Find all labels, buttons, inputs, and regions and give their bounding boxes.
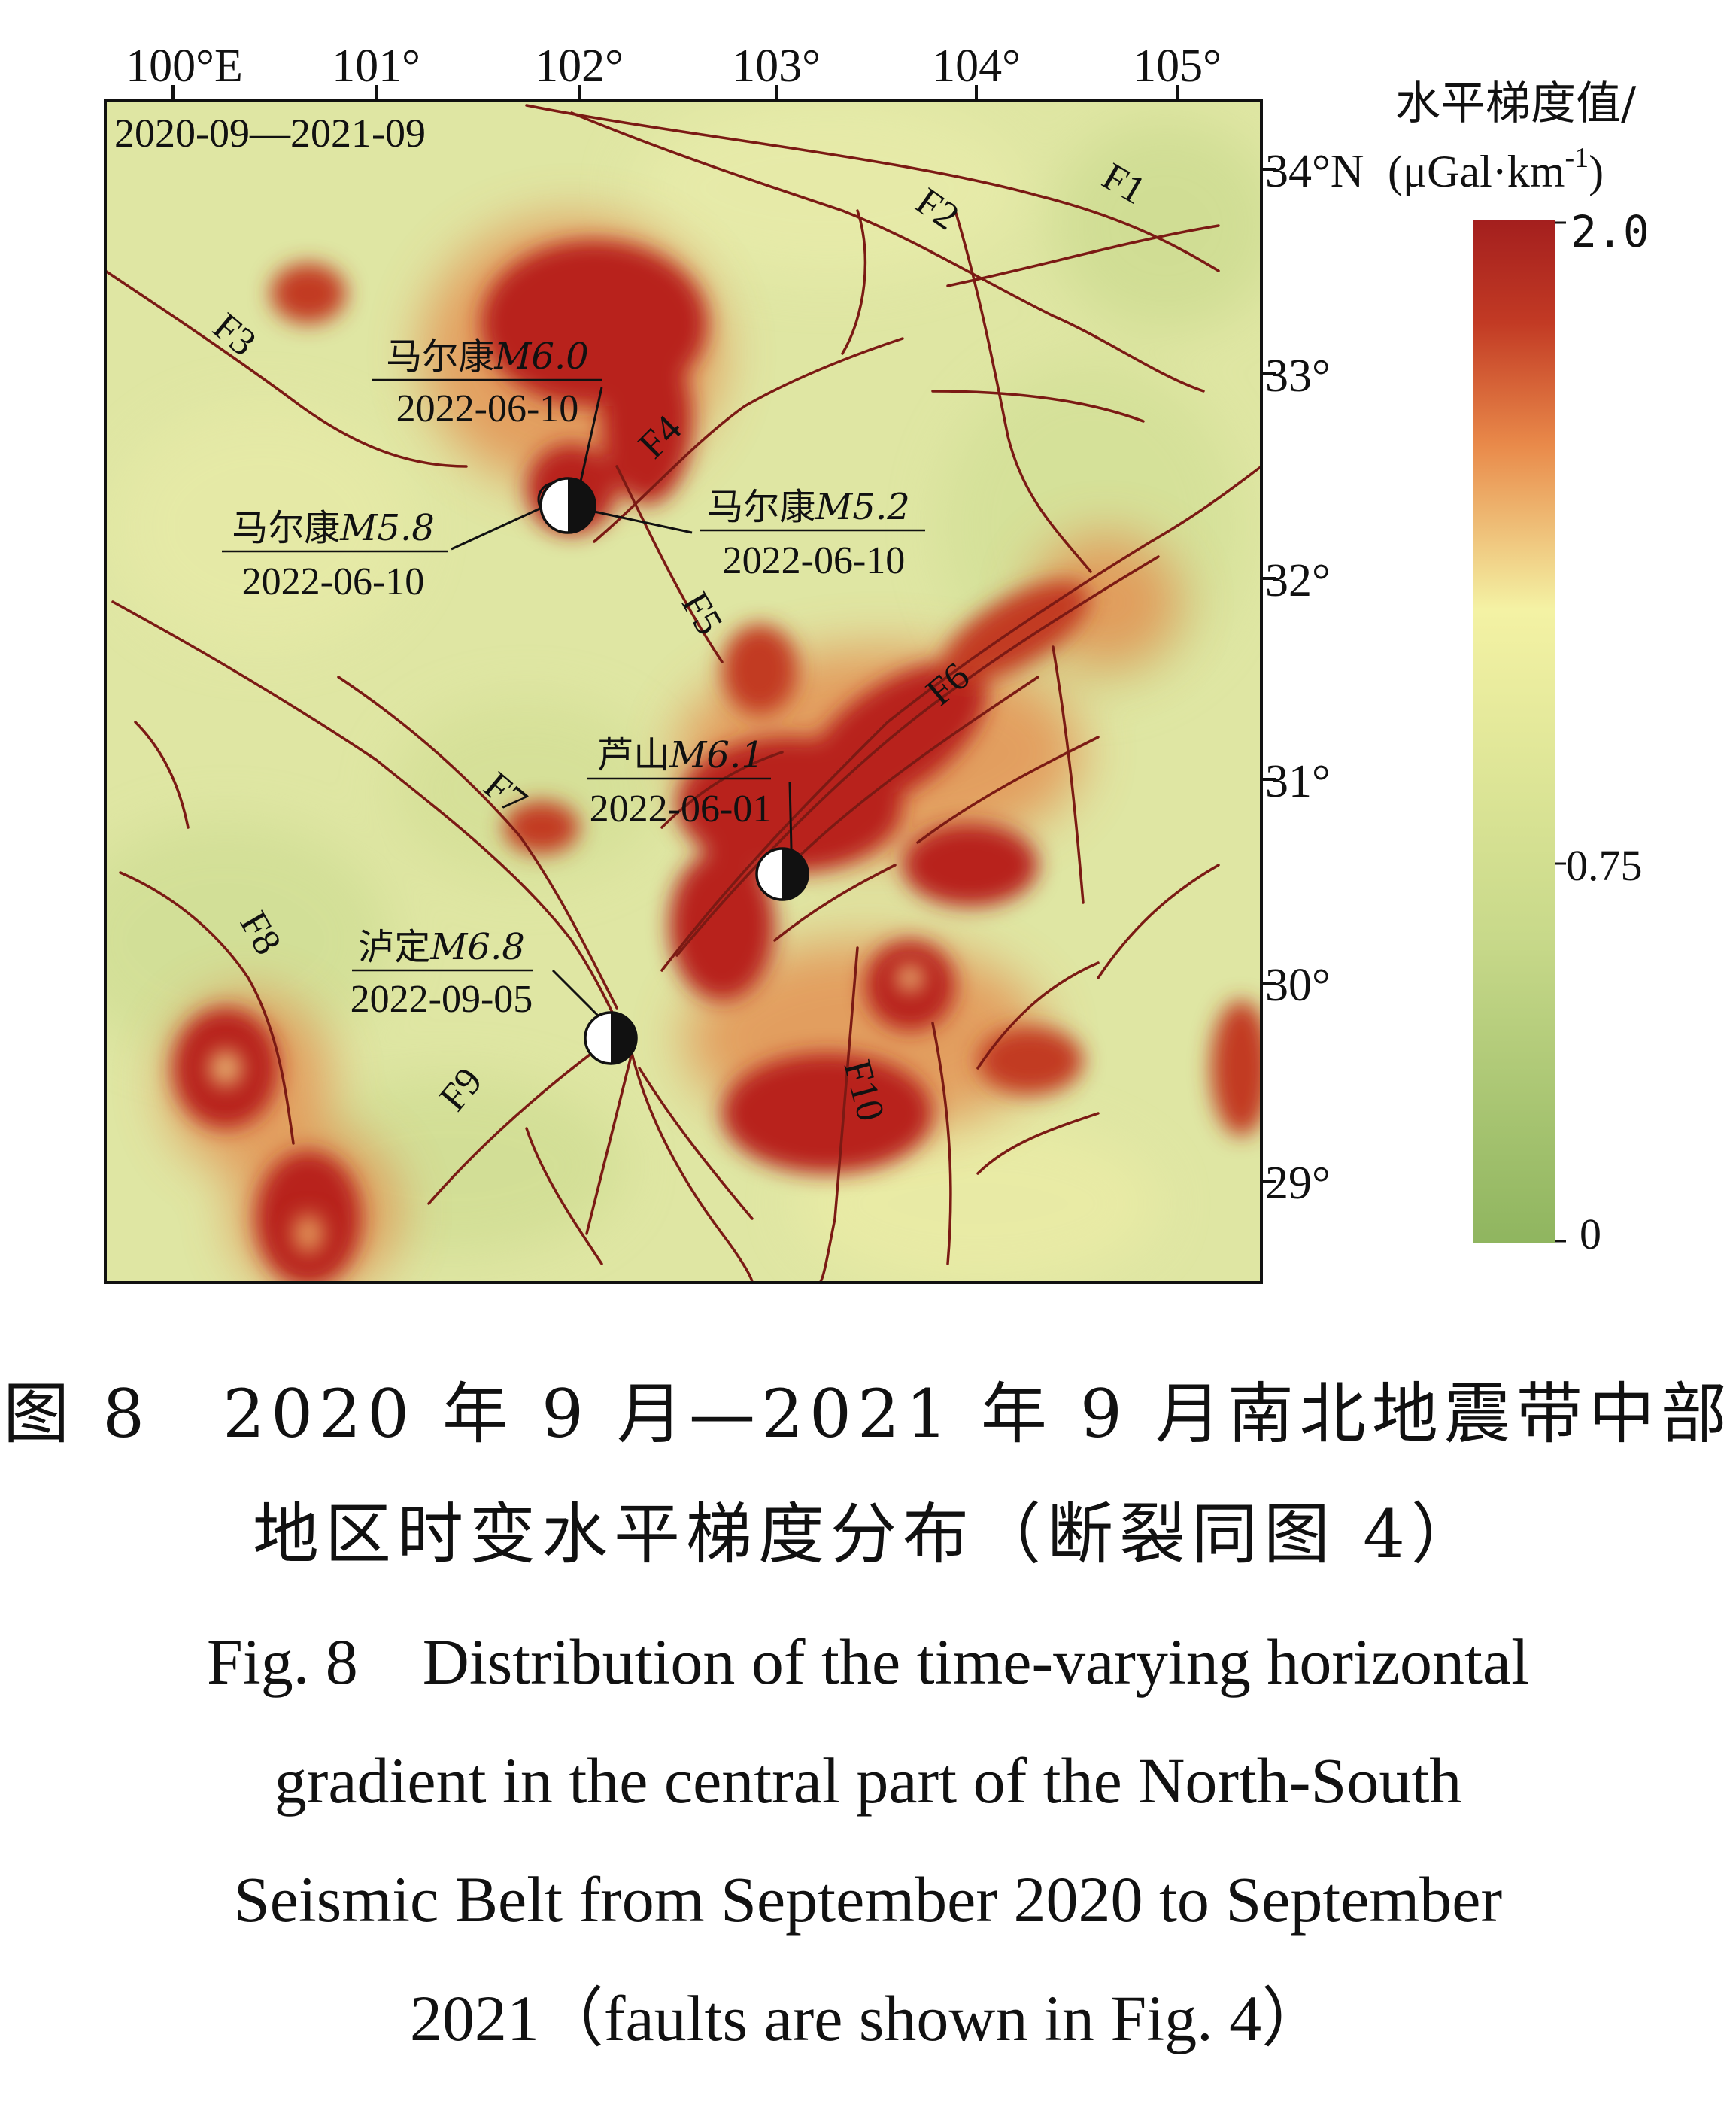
lat-label: 32° xyxy=(1265,555,1331,606)
eq-label-m60: 马尔康M6.0 xyxy=(386,335,589,378)
fault-F6b xyxy=(675,555,1160,957)
earthquake-luding xyxy=(584,1011,638,1065)
lat-label: 30° xyxy=(1265,960,1331,1011)
lon-label: 102° xyxy=(535,41,624,92)
caption-zh-line: 地区时变水平梯度分布（断裂同图 4） xyxy=(253,1495,1483,1573)
lon-labels: 100°E 101° 102° 103° 104° 105° xyxy=(126,41,1222,92)
lat-label: 29° xyxy=(1265,1158,1331,1209)
colorbar-max-label: 2.0 xyxy=(1571,206,1650,257)
fault-F2 xyxy=(570,111,1205,393)
earthquake-marmkang-cluster xyxy=(537,477,596,534)
fault-F9 xyxy=(427,1044,603,1205)
colorbar-min-label: 0 xyxy=(1580,1210,1601,1258)
eq-date-m52: 2022-06-10 xyxy=(723,539,906,582)
caption-en-line: 2021（faults are shown in Fig. 4） xyxy=(409,1982,1327,2054)
anomaly-cores xyxy=(173,241,1261,1283)
gradient-map-figure: 100°E 101° 102° 103° 104° 105° 34°N 33° … xyxy=(104,41,1650,1284)
fault-F7 xyxy=(111,600,633,1055)
leader-lines xyxy=(451,387,793,1017)
fault-F3 xyxy=(105,269,468,468)
eq-label-lushan: 芦山M6.1 xyxy=(597,734,764,776)
map-frame xyxy=(104,99,1263,1284)
caption-chinese: 图 8 2020 年 9 月—2021 年 9 月南北地震带中部 地区时变水平梯… xyxy=(0,1354,1736,1595)
fault-F10 xyxy=(818,946,859,1283)
eq-label-luding: 泸定M6.8 xyxy=(358,926,525,968)
fault-F1 xyxy=(525,104,1220,272)
caption-english: Fig. 8 Distribution of the time‐varying … xyxy=(0,1602,1736,2078)
lon-label: 103° xyxy=(732,41,821,92)
lat-labels: 34°N 33° 32° 31° 30° 29° xyxy=(1265,146,1364,1209)
fault-F7b xyxy=(337,676,618,1010)
caption-zh-line: 图 8 2020 年 9 月—2021 年 9 月南北地震带中部 xyxy=(3,1375,1733,1453)
fault-F8 xyxy=(119,871,295,1145)
lat-label: 34°N xyxy=(1265,146,1364,197)
fault-F5 xyxy=(615,465,724,663)
eq-label-m52: 马尔康M5.2 xyxy=(707,486,910,528)
earthquake-lushan xyxy=(755,847,809,901)
fault-F6c xyxy=(781,676,1039,874)
eq-label-m58: 马尔康M5.8 xyxy=(232,507,435,549)
eq-date-lushan: 2022-06-01 xyxy=(590,788,772,830)
eq-date-luding: 2022-09-05 xyxy=(351,978,533,1021)
lat-label: 31° xyxy=(1265,756,1331,807)
caption-en-line: Seismic Belt from September 2020 to Sept… xyxy=(233,1863,1503,1936)
anomaly-holes xyxy=(209,964,924,1253)
earthquake-labels: 马尔康M6.0 2022-06-10 马尔康M5.8 2022-06-10 马尔… xyxy=(222,335,925,1021)
colorbar-gradient xyxy=(1473,220,1555,1243)
fault-lines xyxy=(105,104,1261,1283)
lon-label: 105° xyxy=(1133,41,1222,92)
eq-date-m60: 2022-06-10 xyxy=(396,387,579,430)
lat-tick-marks xyxy=(1261,168,1276,1183)
period-label: 2020-09—2021-09 xyxy=(114,111,426,156)
caption-en-line: gradient in the central part of the Nort… xyxy=(274,1744,1462,1817)
eq-date-m58: 2022-06-10 xyxy=(242,560,425,603)
colorbar-unit: (μGal·km-1) xyxy=(1388,142,1604,196)
lat-label: 33° xyxy=(1265,351,1331,402)
colorbar-mid-label: 0.75 xyxy=(1566,841,1643,890)
caption-en-line: Fig. 8 Distribution of the time‐varying … xyxy=(207,1626,1529,1698)
fault-F4 xyxy=(593,337,904,543)
map-svg: 100°E 101° 102° 103° 104° 105° 34°N 33° … xyxy=(104,41,1650,1284)
fault-F6a xyxy=(660,465,1261,972)
colorbar-title: 水平梯度值/ xyxy=(1395,77,1637,130)
lon-label: 101° xyxy=(332,41,420,92)
colorbar: 水平梯度值/ (μGal·km-1) 2.0 0.75 0 xyxy=(1388,77,1650,1258)
lon-label: 104° xyxy=(932,41,1021,92)
lon-tick-marks xyxy=(171,85,1179,100)
lon-label: 100°E xyxy=(126,41,243,92)
